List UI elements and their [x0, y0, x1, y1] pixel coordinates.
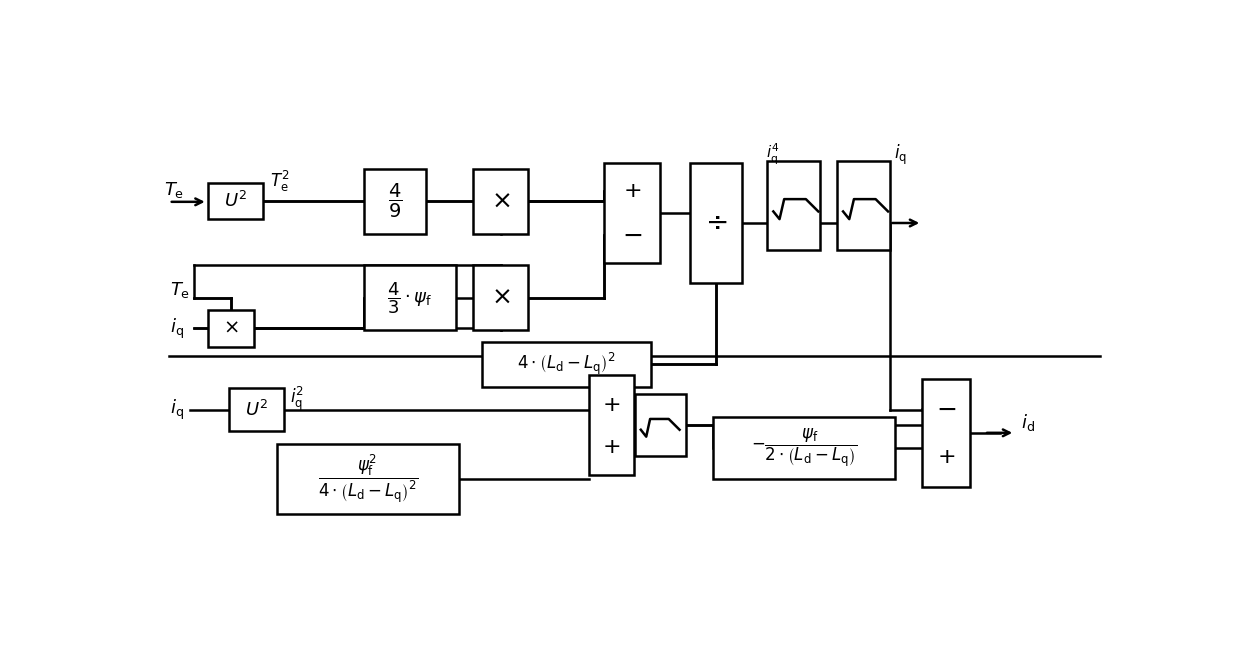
Bar [690, 163, 742, 283]
Text: $\dfrac{4}{9}$: $\dfrac{4}{9}$ [388, 182, 403, 220]
Text: $+$: $+$ [602, 436, 621, 458]
Bar [364, 265, 456, 331]
Text: $i_{\rm q}^2$: $i_{\rm q}^2$ [290, 385, 305, 413]
Text: $\dfrac{4}{3} \cdot \psi_{\rm f}$: $\dfrac{4}{3} \cdot \psi_{\rm f}$ [388, 280, 432, 315]
Text: $i_{\rm q}^4$: $i_{\rm q}^4$ [766, 142, 779, 168]
Bar [278, 444, 460, 514]
Text: $4 \cdot \left(L_{\rm d} - L_{\rm q}\right)^2$: $4 \cdot \left(L_{\rm d} - L_{\rm q}\rig… [517, 351, 616, 377]
Text: $-\dfrac{\psi_{\rm f}}{2 \cdot \left(L_{\rm d} - L_{\rm q}\right)}$: $-\dfrac{\psi_{\rm f}}{2 \cdot \left(L_{… [751, 427, 857, 470]
Text: $\dfrac{\psi_{\rm f}^2}{4 \cdot \left(L_{\rm d} - L_{\rm q}\right)^2}$: $\dfrac{\psi_{\rm f}^2}{4 \cdot \left(L_… [318, 453, 419, 505]
Text: $T_{\rm e}$: $T_{\rm e}$ [165, 180, 185, 200]
Bar [208, 183, 264, 218]
Text: $\times$: $\times$ [491, 190, 510, 213]
Text: $T_{\rm e}^2$: $T_{\rm e}^2$ [270, 169, 289, 194]
Text: $-$: $-$ [935, 397, 957, 421]
Text: $\times$: $\times$ [491, 286, 510, 309]
Bar [836, 161, 890, 250]
Bar [472, 265, 528, 331]
Bar [482, 342, 650, 387]
Text: $i_{\rm q}$: $i_{\rm q}$ [171, 317, 185, 341]
Bar [605, 163, 660, 263]
Text: $\times$: $\times$ [223, 319, 239, 337]
Text: $\div$: $\div$ [705, 210, 727, 236]
Bar [472, 169, 528, 234]
Bar [208, 310, 254, 347]
Text: $U^2$: $U^2$ [245, 399, 268, 420]
Text: $T_{\rm e}$: $T_{\rm e}$ [171, 281, 191, 301]
Bar [364, 169, 426, 234]
Bar [589, 375, 634, 475]
Text: $+$: $+$ [602, 394, 621, 416]
Bar [228, 388, 284, 432]
Text: $+$: $+$ [623, 180, 642, 202]
Text: $i_{\rm q}$: $i_{\rm q}$ [171, 397, 185, 422]
Bar [712, 418, 895, 479]
Text: $+$: $+$ [937, 446, 955, 468]
Bar [922, 379, 970, 487]
Text: $i_{\rm d}$: $i_{\rm d}$ [1021, 411, 1036, 433]
Bar [636, 394, 685, 456]
Text: $i_{\rm q}$: $i_{\rm q}$ [895, 143, 907, 167]
Text: $U^2$: $U^2$ [224, 191, 247, 211]
Text: $-$: $-$ [622, 224, 642, 247]
Bar [767, 161, 820, 250]
